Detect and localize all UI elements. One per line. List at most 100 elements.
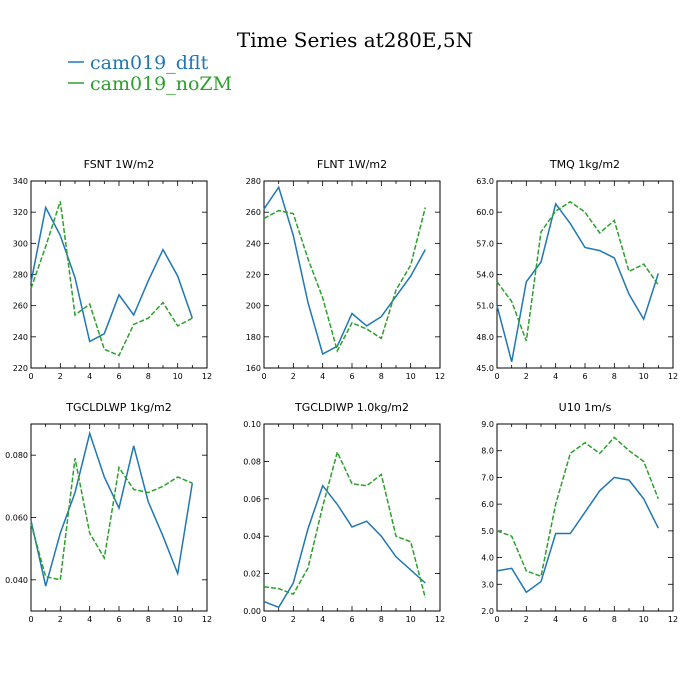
series-line-dflt (263, 484, 426, 609)
x-tick-label: 2 (58, 372, 63, 381)
y-tick-label: 0.08 (243, 457, 261, 466)
y-tick-label: 60.0 (476, 208, 494, 217)
x-tick-label: 4 (553, 615, 558, 624)
series-line-noZM (496, 436, 659, 578)
y-tick-label: 5.0 (481, 527, 494, 536)
plot-frame (30, 423, 208, 612)
x-tick-label: 2 (524, 372, 529, 381)
y-tick-label: 8.0 (481, 447, 494, 456)
y-tick-label: 0.080 (5, 451, 28, 460)
y-tick-label: 0.10 (243, 420, 261, 429)
y-tick-label: 0.060 (5, 514, 28, 523)
x-tick-label: 8 (612, 372, 617, 381)
y-tick-label: 240 (13, 333, 28, 342)
x-tick-label: 10 (639, 372, 649, 381)
plot-frame (30, 180, 208, 369)
y-tick-label: 51.0 (476, 302, 494, 311)
y-tick-label: 200 (246, 302, 261, 311)
x-tick-label: 0 (28, 372, 33, 381)
x-tick-label: 2 (291, 372, 296, 381)
x-tick-label: 10 (173, 615, 183, 624)
y-tick-label: 240 (246, 239, 261, 248)
x-tick-label: 0 (261, 615, 266, 624)
chart-panel-5: U10 1m/s 0 2 4 6 8 10 12 2.0 3.0 4.0 5.0 6.0 7.0 8.0 9.… (481, 401, 678, 624)
x-tick-label: 8 (146, 615, 151, 624)
x-tick-label: 6 (349, 615, 354, 624)
x-tick-label: 12 (202, 615, 212, 624)
x-tick-label: 2 (291, 615, 296, 624)
chart-panel-4: TGCLDIWP 1.0kg/m2 0 2 4 6 8 10 12 0.00 0.02 0.04 0.… (243, 401, 445, 624)
y-tick-label: 220 (246, 271, 261, 280)
y-tick-label: 48.0 (476, 333, 494, 342)
y-tick-label: 45.0 (476, 364, 494, 373)
y-tick-label: 2.0 (481, 607, 494, 616)
y-tick-label: 4.0 (481, 554, 494, 563)
x-tick-label: 0 (28, 615, 33, 624)
x-tick-label: 6 (116, 615, 121, 624)
x-tick-label: 4 (320, 372, 325, 381)
y-tick-label: 0.040 (5, 576, 28, 585)
x-tick-label: 8 (379, 372, 384, 381)
panel-title: FLNT 1W/m2 (317, 158, 387, 171)
x-tick-label: 0 (494, 372, 499, 381)
x-tick-label: 6 (349, 372, 354, 381)
y-tick-label: 320 (13, 208, 28, 217)
series-line-dflt (30, 430, 194, 587)
panel-title: TMQ 1kg/m2 (549, 158, 620, 171)
x-tick-label: 0 (261, 372, 266, 381)
x-tick-label: 6 (582, 615, 587, 624)
series-line-dflt (496, 202, 660, 362)
y-tick-label: 220 (13, 364, 28, 373)
series-line-dflt (496, 476, 659, 594)
plot-frame (263, 180, 441, 369)
x-tick-label: 12 (668, 372, 678, 381)
x-tick-label: 2 (524, 615, 529, 624)
legend: cam019_dflt cam019_noZM (68, 52, 232, 95)
y-tick-label: 280 (246, 177, 261, 186)
x-tick-label: 4 (87, 615, 92, 624)
x-tick-label: 0 (494, 615, 499, 624)
legend-label-dflt: cam019_dflt (90, 52, 209, 74)
y-tick-label: 280 (13, 271, 28, 280)
x-tick-label: 2 (58, 615, 63, 624)
x-tick-label: 12 (202, 372, 212, 381)
x-tick-label: 12 (435, 615, 445, 624)
panel-title: FSNT 1W/m2 (84, 158, 155, 171)
panel-title: TGCLDLWP 1kg/m2 (65, 401, 171, 414)
series-line-noZM (263, 207, 427, 353)
plot-frame (496, 180, 674, 369)
y-tick-label: 0.00 (243, 607, 261, 616)
series-line-dflt (263, 185, 426, 356)
x-tick-label: 6 (116, 372, 121, 381)
y-tick-label: 63.0 (476, 177, 494, 186)
x-tick-label: 12 (668, 615, 678, 624)
y-tick-label: 0.06 (243, 495, 261, 504)
chart-panel-3: TGCLDLWP 1kg/m2 0 2 4 6 8 10 12 0.040 0.060 0.080 (5, 401, 212, 624)
x-tick-label: 4 (320, 615, 325, 624)
y-tick-label: 340 (13, 177, 28, 186)
x-tick-label: 4 (553, 372, 558, 381)
series-line-dflt (30, 205, 194, 343)
y-tick-label: 57.0 (476, 239, 494, 248)
x-tick-label: 10 (639, 615, 649, 624)
chart-panel-2: TMQ 1kg/m2 0 2 4 6 8 10 12 45.0 48.0 51.0 54.0 57.0 6… (476, 158, 678, 381)
series-line-noZM (30, 458, 193, 581)
panels: FSNT 1W/m20 2 4 6 8 10 12220240260280300320340… (5, 158, 678, 624)
x-tick-label: 10 (406, 372, 416, 381)
series-line-noZM (496, 200, 659, 342)
x-tick-label: 4 (87, 372, 92, 381)
y-tick-label: 9.0 (481, 420, 494, 429)
x-tick-label: 8 (379, 615, 384, 624)
panel-title: TGCLDIWP 1.0kg/m2 (294, 401, 409, 414)
y-tick-label: 7.0 (481, 473, 494, 482)
panel-title: U10 1m/s (559, 401, 612, 414)
x-tick-label: 12 (435, 372, 445, 381)
plot-frame (263, 423, 441, 612)
x-tick-label: 10 (406, 615, 416, 624)
series-line-noZM (30, 201, 193, 357)
y-tick-label: 260 (246, 208, 261, 217)
y-tick-label: 0.02 (243, 570, 261, 579)
chart-panel-1: FLNT 1W/m2 0 2 4 6 8 10 12 160 180 200 220 240 260 280 (246, 158, 445, 381)
y-tick-label: 160 (246, 364, 261, 373)
